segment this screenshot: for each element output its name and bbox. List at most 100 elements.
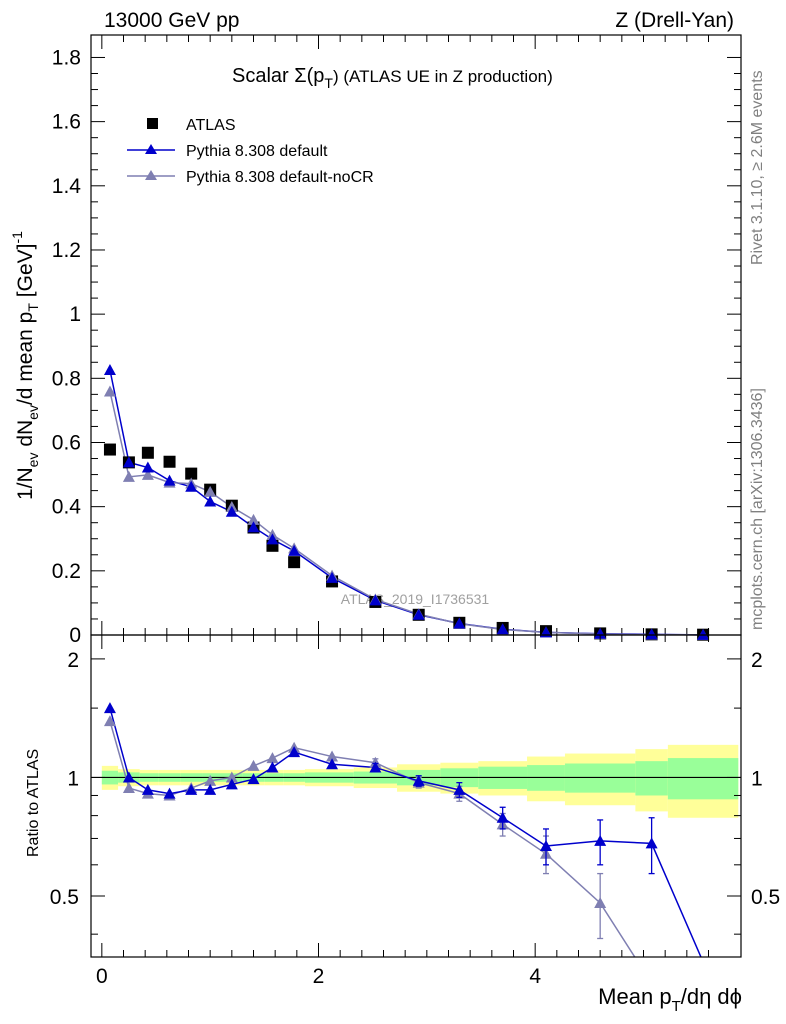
main-ytick-label: 0.2 — [52, 560, 81, 583]
main-ytick-label: 1.2 — [52, 239, 81, 262]
main-ytick-label: 1.6 — [52, 111, 81, 134]
ratio-point-0 — [185, 783, 198, 795]
main-ylabel: 1/Nev dNev/d mean pT [GeV]-1 — [9, 231, 41, 500]
mc-point-1 — [266, 533, 279, 545]
ratio-ytick-label: 1 — [67, 767, 79, 790]
mc-point-1 — [697, 628, 710, 640]
main-ytick-label: 1.4 — [52, 175, 82, 198]
ratio-ytick-label: 2 — [67, 649, 79, 672]
title-sub: T — [324, 75, 333, 91]
ratio-ticks: 0.5 0.5 1 1 2 2 0 2 4 — [50, 635, 780, 988]
xlabel-sub: T — [672, 998, 681, 1015]
mc-point-1 — [247, 521, 260, 533]
title-rest: ) (ATLAS UE in Z production) — [333, 67, 553, 86]
data-point — [185, 467, 198, 480]
main-plot-area — [91, 35, 741, 635]
legend-default-label: Pythia 8.308 default — [186, 143, 328, 160]
ratio-point-1 — [103, 715, 116, 727]
mc-point-1 — [185, 480, 198, 492]
main-ytick-label: 1 — [69, 303, 81, 326]
mc-point-1 — [645, 628, 658, 640]
main-ytick-label: 1.8 — [52, 46, 81, 69]
ratio-point-0 — [369, 761, 382, 773]
title-main: Scalar Σ(p — [232, 65, 324, 87]
legend-default-marker — [145, 144, 157, 154]
legend-nocr-marker — [145, 170, 157, 180]
legend-nocr-label: Pythia 8.308 default-noCR — [186, 169, 374, 186]
ratio-point-0 — [163, 787, 176, 799]
mc-point-1 — [496, 623, 509, 635]
ratio-point-0 — [122, 771, 135, 783]
ratio-point-0 — [288, 746, 301, 758]
ratio-ytick-label-right: 1 — [751, 767, 763, 790]
legend: ATLAS Pythia 8.308 default Pythia 8.308 … — [127, 117, 374, 186]
chart-title: Scalar Σ(pT) (ATLAS UE in Z production) — [232, 65, 553, 91]
ratio-point-0 — [496, 811, 509, 823]
xlabel-main: Mean p — [598, 984, 671, 1009]
legend-atlas-label: ATLAS — [186, 117, 236, 134]
ratio-xtick-label: 2 — [313, 965, 325, 988]
mc-point-1 — [103, 363, 116, 375]
mc-point-2 — [247, 513, 260, 525]
mc-point-1 — [326, 571, 339, 583]
main-series-markers — [103, 363, 710, 641]
band-inner — [667, 758, 739, 800]
ratio-ytick-label-right: 2 — [751, 649, 763, 672]
main-ytick-label: 0.4 — [52, 496, 82, 519]
ratio-xtick-label: 4 — [529, 965, 541, 988]
ratio-point-1 — [247, 759, 260, 771]
ratio-point-0 — [540, 839, 552, 851]
mc-point-1 — [141, 461, 154, 473]
ratio-ytick-label: 0.5 — [50, 886, 79, 909]
mc-point-2 — [204, 485, 217, 497]
ratio-point-1 — [204, 774, 217, 786]
ratio-point-0 — [594, 834, 607, 846]
ratio-point-1 — [594, 896, 607, 908]
ratio-point-0 — [204, 783, 217, 795]
mc-point-2 — [103, 385, 116, 397]
mc-point-1 — [594, 627, 607, 639]
data-point — [163, 455, 176, 468]
ratio-point-0 — [412, 774, 425, 786]
band-inner — [564, 763, 636, 793]
ratio-ytick-label-right: 0.5 — [751, 886, 780, 909]
mc-point-1 — [163, 474, 176, 486]
ratio-frame — [90, 634, 742, 958]
mc-point-1 — [122, 456, 135, 468]
ratio-panel: 0.5 0.5 1 1 2 2 0 2 4 Ratio to ATLAS Mean pT/dη … — [25, 634, 780, 1015]
mc-point-1 — [369, 594, 382, 606]
main-ytick-label: 0.6 — [52, 431, 81, 454]
ratio-point-0 — [141, 783, 154, 795]
data-point — [103, 443, 116, 456]
band-inner — [635, 761, 668, 796]
ratio-ylabel: Ratio to ATLAS — [25, 749, 42, 857]
ratio-point-0 — [645, 837, 658, 849]
xlabel-rest: /dη dϕ — [681, 984, 742, 1009]
ratio-point-0 — [326, 758, 339, 770]
main-ytick-label: 0 — [69, 624, 81, 647]
header-left: 13000 GeV pp — [104, 9, 239, 32]
rivet-label: Rivet 3.1.10, ≥ 2.6M events — [749, 70, 766, 265]
ratio-point-0 — [103, 702, 116, 714]
data-point — [141, 446, 154, 459]
ratio-point-0 — [266, 761, 279, 773]
ratio-point-1 — [122, 782, 135, 794]
header-right: Z (Drell-Yan) — [615, 9, 734, 32]
ratio-point-0 — [247, 773, 260, 785]
main-ytick-label: 0.8 — [52, 367, 81, 390]
mc-point-1 — [453, 617, 466, 629]
ratio-point-0 — [225, 778, 238, 790]
ratio-xtick-label: 0 — [96, 965, 108, 988]
main-panel: ATLAS_2019_I1736531 00.20.40.60.811.21.4… — [9, 34, 742, 647]
mc-point-2 — [141, 468, 154, 480]
ratio-point-1 — [225, 771, 238, 783]
mcplots-label: mcplots.cern.ch [arXiv:1306.3436] — [749, 388, 766, 630]
mc-point-1 — [204, 495, 217, 507]
ratio-series-markers — [103, 702, 658, 940]
ratio-point-1 — [266, 752, 279, 764]
mc-point-2 — [122, 470, 135, 482]
mc-point-1 — [412, 608, 425, 620]
legend-atlas-marker — [147, 118, 158, 129]
mc-point-1 — [288, 544, 301, 556]
ratio-xlabel: Mean pT/dη dϕ — [598, 984, 742, 1015]
